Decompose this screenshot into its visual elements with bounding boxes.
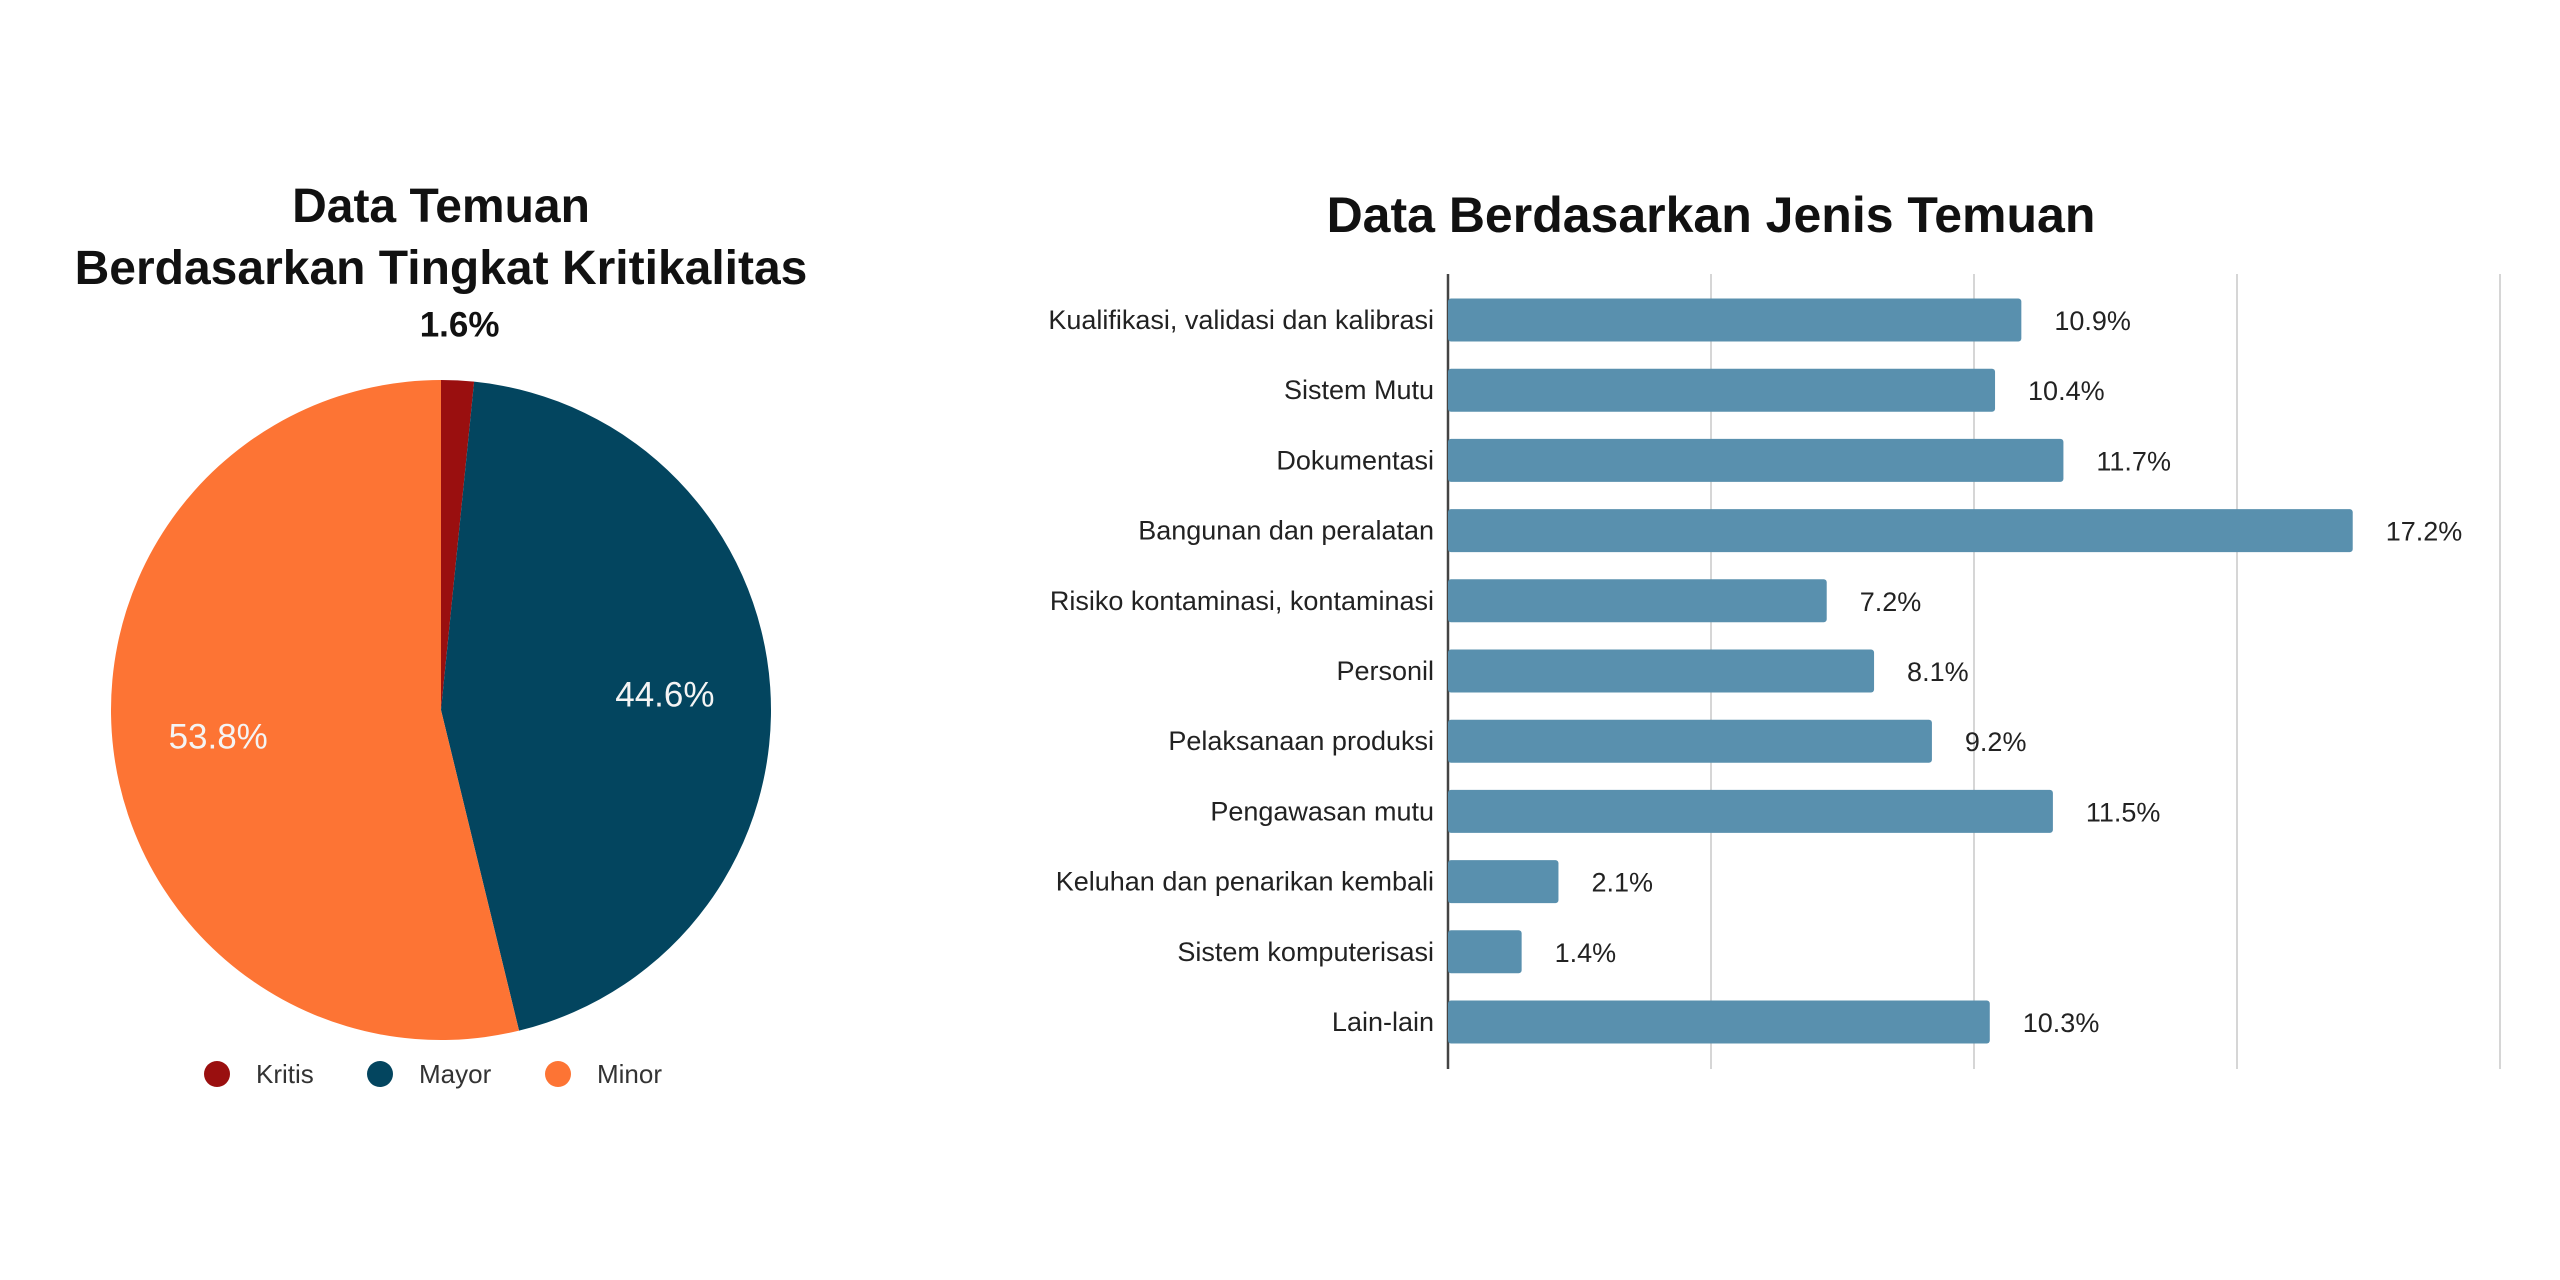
category-label: Bangunan dan peralatan <box>1138 516 1434 546</box>
legend-swatch <box>545 1061 571 1087</box>
legend-label: Kritis <box>256 1059 314 1089</box>
bar-data-label: 11.5% <box>2086 797 2161 827</box>
pie-data-label: 53.8% <box>169 718 268 757</box>
bar <box>1448 860 1559 904</box>
bar-data-label: 2.1% <box>1591 868 1653 898</box>
bar-data-label: 17.2% <box>2386 517 2463 547</box>
legend-swatch <box>367 1061 393 1087</box>
bar <box>1448 298 2022 342</box>
bar-data-label: 1.4% <box>1555 938 1617 968</box>
category-label: Lain-lain <box>1332 1007 1434 1037</box>
bar <box>1448 438 2064 482</box>
category-label: Personil <box>1336 656 1434 686</box>
legend-item-mayor: Mayor <box>367 1059 492 1089</box>
bar-data-label: 10.4% <box>2028 376 2105 406</box>
category-label: Keluhan dan penarikan kembali <box>1056 867 1434 897</box>
pie-title-line-2: Berdasarkan Tingkat Kritikalitas <box>75 242 808 295</box>
bar-data-label: 10.3% <box>2023 1008 2100 1038</box>
legend-label: Minor <box>597 1059 662 1089</box>
category-label: Sistem Mutu <box>1284 375 1434 405</box>
bar-chart: Data Berdasarkan Jenis Temuan Kualifikas… <box>1048 187 2501 1069</box>
pie-chart: Data Temuan Berdasarkan Tingkat Kritikal… <box>75 180 808 1089</box>
pie-slice-minor <box>110 379 520 1040</box>
pie-slice-mayor <box>441 381 771 1031</box>
bar <box>1448 579 1827 623</box>
category-label: Kualifikasi, validasi dan kalibrasi <box>1048 305 1434 335</box>
pie-title-line-1: Data Temuan <box>292 180 590 233</box>
pie-data-label: 1.6% <box>420 305 500 344</box>
bar <box>1448 649 1875 693</box>
bar <box>1448 509 2353 553</box>
bar <box>1448 368 1996 412</box>
category-label: Pengawasan mutu <box>1210 796 1434 826</box>
category-label: Pelaksanaan produksi <box>1168 726 1434 756</box>
category-label: Sistem komputerisasi <box>1177 937 1434 967</box>
legend-item-kritis: Kritis <box>204 1059 314 1089</box>
bar-data-label: 7.2% <box>1860 587 1922 617</box>
pie-slice-kritis <box>441 380 475 710</box>
category-label: Dokumentasi <box>1276 445 1434 475</box>
legend-item-minor: Minor <box>545 1059 662 1089</box>
bar <box>1448 789 2053 833</box>
bar <box>1448 930 1522 974</box>
legend-label: Mayor <box>419 1059 492 1089</box>
pie-data-label: 44.6% <box>615 676 714 715</box>
category-label: Risiko kontaminasi, kontaminasi <box>1050 586 1434 616</box>
bar <box>1448 1000 1990 1044</box>
bar-title: Data Berdasarkan Jenis Temuan <box>1327 187 2096 243</box>
legend-swatch <box>204 1061 230 1087</box>
bar-data-label: 9.2% <box>1965 727 2027 757</box>
bar-data-label: 11.7% <box>2096 446 2171 476</box>
bar <box>1448 719 1932 763</box>
bar-data-label: 10.9% <box>2054 306 2131 336</box>
bar-data-label: 8.1% <box>1907 657 1969 687</box>
